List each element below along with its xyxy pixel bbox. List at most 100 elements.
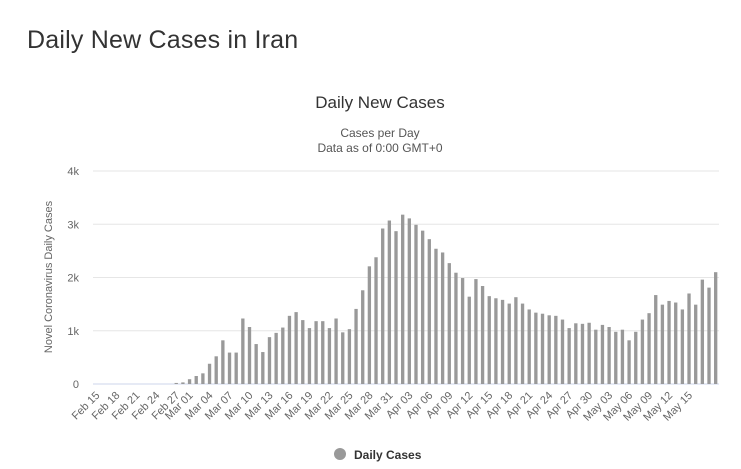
bar[interactable] (447, 263, 451, 384)
y-tick-label: 3k (67, 219, 79, 231)
bar[interactable] (374, 257, 378, 384)
legend-label[interactable]: Daily Cases (354, 448, 422, 462)
chart-title: Daily New Cases (315, 93, 444, 112)
y-axis-label: Novel Coronavirus Daily Cases (43, 200, 55, 353)
bar[interactable] (294, 312, 298, 384)
bar[interactable] (334, 318, 338, 385)
bar[interactable] (627, 340, 631, 384)
bar[interactable] (647, 313, 651, 384)
bar[interactable] (547, 315, 551, 384)
bar[interactable] (460, 278, 465, 384)
bar[interactable] (487, 296, 491, 384)
bar[interactable] (454, 272, 458, 384)
grid-lines (93, 170, 719, 385)
bar[interactable] (361, 290, 365, 384)
bar[interactable] (214, 356, 218, 384)
bar[interactable] (634, 331, 638, 384)
bar[interactable] (620, 329, 625, 384)
bar[interactable] (527, 309, 531, 384)
bar[interactable] (174, 382, 178, 384)
bar[interactable] (580, 323, 585, 384)
bar[interactable] (574, 323, 578, 384)
bar[interactable] (687, 293, 691, 384)
bar[interactable] (254, 344, 258, 384)
bar[interactable] (187, 379, 192, 384)
bar[interactable] (321, 321, 325, 384)
bar[interactable] (607, 327, 611, 384)
bar[interactable] (540, 313, 545, 384)
bar-series (174, 214, 718, 385)
y-axis-ticks: 0 1k 2k 3k 4k (67, 166, 79, 391)
bar[interactable] (567, 328, 571, 384)
bar[interactable] (427, 239, 431, 384)
y-tick-label: 2k (67, 273, 79, 285)
chart-subtitle-line1: Cases per Day (340, 126, 419, 140)
bar[interactable] (667, 300, 671, 384)
legend[interactable]: Daily Cases (334, 448, 422, 462)
bar[interactable] (414, 224, 418, 384)
bar[interactable] (480, 286, 485, 384)
bar[interactable] (281, 327, 285, 384)
bar[interactable] (614, 331, 618, 384)
bar[interactable] (367, 266, 372, 384)
bar[interactable] (347, 329, 352, 384)
bar[interactable] (600, 324, 605, 384)
bar[interactable] (694, 304, 698, 384)
bar[interactable] (554, 315, 558, 384)
chart-subtitle-line2: Data as of 0:00 GMT+0 (317, 141, 442, 155)
bar[interactable] (261, 352, 265, 384)
bar[interactable] (221, 340, 225, 384)
bar[interactable] (354, 308, 358, 384)
bar[interactable] (674, 302, 678, 384)
bar[interactable] (341, 332, 345, 384)
bar[interactable] (181, 382, 185, 384)
bar[interactable] (194, 376, 198, 384)
bar[interactable] (241, 318, 245, 385)
bar[interactable] (267, 337, 272, 384)
bar[interactable] (660, 304, 665, 384)
bar[interactable] (381, 228, 385, 384)
page-title: Daily New Cases in Iran (27, 26, 299, 54)
bar[interactable] (500, 299, 505, 384)
bar[interactable] (287, 315, 292, 384)
bar[interactable] (560, 319, 565, 384)
bar[interactable] (494, 298, 498, 384)
bar[interactable] (420, 230, 425, 384)
y-tick-label: 0 (73, 379, 79, 391)
bar[interactable] (314, 321, 318, 384)
y-tick-label: 4k (67, 166, 79, 178)
bar[interactable] (440, 252, 445, 384)
bar[interactable] (520, 303, 525, 384)
bar[interactable] (467, 296, 471, 384)
bar[interactable] (234, 352, 238, 384)
bar[interactable] (394, 231, 398, 384)
bar[interactable] (247, 327, 252, 384)
bar[interactable] (307, 328, 312, 384)
bar[interactable] (654, 295, 658, 384)
bar[interactable] (327, 328, 332, 384)
bar[interactable] (680, 309, 685, 384)
bar[interactable] (514, 297, 518, 384)
bar[interactable] (700, 279, 705, 384)
bar[interactable] (301, 320, 305, 384)
legend-marker[interactable] (334, 448, 346, 460)
bar[interactable] (201, 373, 205, 384)
bar[interactable] (227, 352, 232, 384)
bar[interactable] (587, 322, 591, 384)
bar[interactable] (387, 220, 392, 384)
bar[interactable] (714, 272, 718, 384)
bar[interactable] (207, 363, 212, 384)
bar[interactable] (534, 312, 538, 384)
bar[interactable] (507, 303, 511, 384)
bar[interactable] (594, 329, 598, 384)
y-tick-label: 1k (67, 326, 79, 338)
bar[interactable] (434, 248, 438, 384)
bar[interactable] (274, 332, 278, 384)
bar[interactable] (407, 218, 411, 384)
bar[interactable] (640, 319, 645, 384)
bar[interactable] (401, 214, 405, 384)
bar[interactable] (707, 287, 711, 384)
bar[interactable] (474, 279, 478, 384)
